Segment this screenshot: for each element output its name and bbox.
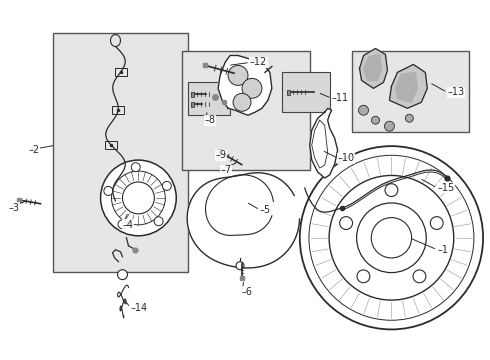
Polygon shape: [187, 173, 299, 268]
Circle shape: [340, 217, 352, 229]
Text: –13: –13: [447, 87, 465, 97]
Bar: [188, 82, 230, 115]
Circle shape: [430, 217, 443, 229]
Text: –8: –8: [204, 115, 215, 125]
Bar: [282, 72, 330, 112]
Circle shape: [385, 184, 398, 197]
Text: –15: –15: [437, 183, 455, 193]
Bar: [112, 106, 124, 114]
Bar: [191, 102, 194, 107]
Polygon shape: [360, 49, 388, 88]
Circle shape: [242, 78, 262, 98]
Circle shape: [118, 220, 127, 229]
Circle shape: [233, 93, 251, 111]
Circle shape: [131, 163, 140, 172]
Circle shape: [118, 270, 127, 280]
Circle shape: [359, 105, 368, 115]
Bar: [182, 50, 310, 170]
Circle shape: [357, 203, 426, 273]
Circle shape: [371, 116, 379, 124]
Circle shape: [154, 217, 163, 226]
Polygon shape: [364, 54, 382, 80]
Bar: [53, 32, 188, 272]
Text: –5: –5: [260, 205, 271, 215]
Text: –11: –11: [332, 93, 349, 103]
Text: –2: –2: [29, 145, 40, 155]
Polygon shape: [395, 72, 417, 102]
Text: –12: –12: [250, 58, 267, 67]
Circle shape: [413, 270, 426, 283]
Text: –4: –4: [122, 220, 133, 230]
Circle shape: [228, 66, 248, 85]
Circle shape: [371, 217, 412, 258]
Bar: [105, 141, 117, 149]
Circle shape: [162, 181, 171, 190]
Circle shape: [236, 262, 244, 270]
Circle shape: [122, 182, 154, 214]
Polygon shape: [390, 64, 427, 108]
Bar: [352, 50, 469, 132]
Text: –3: –3: [9, 203, 20, 213]
Text: –10: –10: [338, 153, 355, 163]
Bar: [191, 92, 194, 97]
Text: –1: –1: [437, 245, 448, 255]
Polygon shape: [218, 55, 272, 115]
Text: –7: –7: [220, 165, 231, 175]
Bar: [115, 68, 126, 76]
Circle shape: [357, 270, 370, 283]
Circle shape: [405, 114, 414, 122]
Text: –9: –9: [215, 150, 226, 160]
Text: –6: –6: [242, 287, 253, 297]
Circle shape: [300, 146, 483, 329]
Circle shape: [100, 160, 176, 236]
Circle shape: [385, 121, 394, 131]
Circle shape: [104, 186, 113, 195]
Text: –14: –14: [130, 302, 147, 312]
Bar: [287, 90, 290, 95]
Polygon shape: [310, 108, 338, 178]
